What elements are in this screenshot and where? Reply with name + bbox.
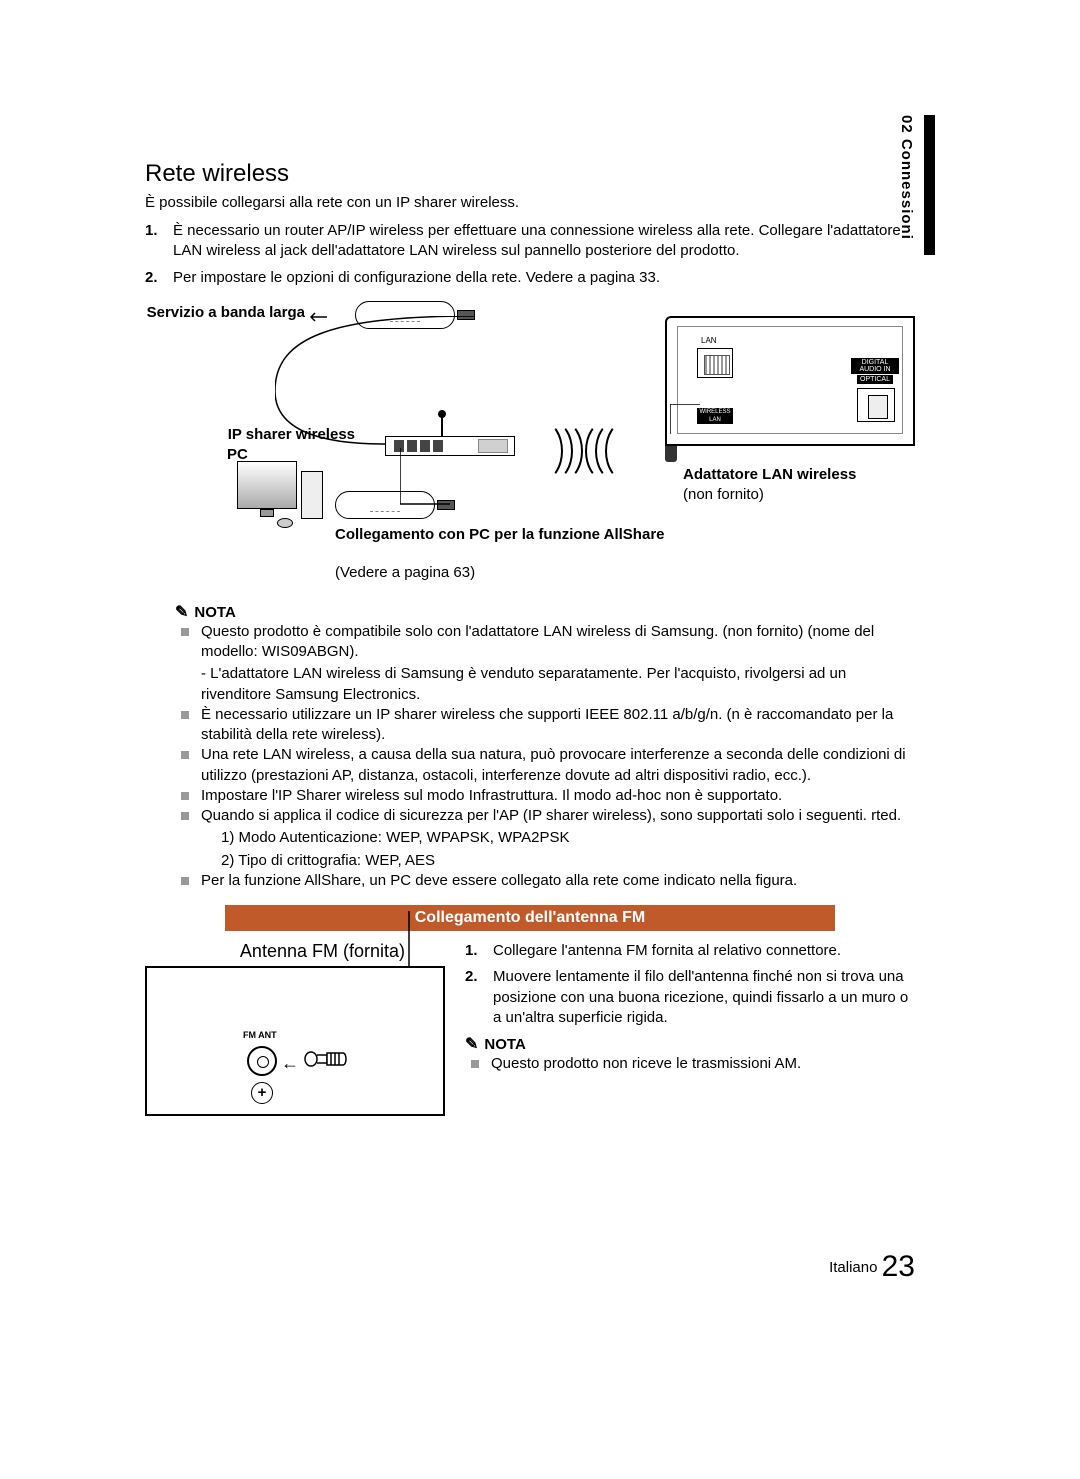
- step-num: 2.: [465, 967, 487, 987]
- fm-nota-heading: NOTA: [465, 1034, 915, 1054]
- note-item: Quando si applica il codice di sicurezza…: [201, 806, 915, 871]
- router-antenna-icon: [441, 414, 443, 438]
- step-num: 2.: [145, 268, 167, 288]
- section-fm-antenna: Collegamento dell'antenna FM: [225, 905, 835, 931]
- label-allshare: Collegamento con PC per la funzione AllS…: [335, 526, 665, 543]
- side-marker: [924, 115, 935, 255]
- label-lan: LAN: [701, 336, 717, 345]
- footer-lang: Italiano: [829, 1259, 877, 1276]
- step-text: È necessario un router AP/IP wireless pe…: [173, 222, 901, 259]
- note-text: Per la funzione AllShare, un PC deve ess…: [201, 872, 797, 889]
- label-optical: OPTICAL: [857, 375, 893, 384]
- notes-list: Questo prodotto è compatibile solo con l…: [145, 622, 915, 891]
- step-num: 1.: [465, 941, 487, 961]
- page-footer: Italiano 23: [0, 1250, 1080, 1284]
- heading-wireless: Rete wireless: [145, 160, 915, 188]
- fm-step-1: 1.Collegare l'antenna FM fornita al rela…: [493, 941, 915, 961]
- fm-port-label: FM ANT: [243, 1030, 277, 1040]
- fm-jack-icon: [303, 1050, 349, 1068]
- note-text: Questo prodotto è compatibile solo con l…: [201, 623, 874, 660]
- intro-text: È possibile collegarsi alla rete con un …: [145, 194, 915, 211]
- step-text: Collegare l'antenna FM fornita al relati…: [493, 942, 841, 959]
- note-num: 1) Modo Autenticazione: WEP, WPAPSK, WPA…: [201, 828, 915, 848]
- fm-note-item: Questo prodotto non riceve le trasmissio…: [491, 1054, 915, 1074]
- note-item: Una rete LAN wireless, a causa della sua…: [201, 745, 915, 786]
- fm-arrow-icon: ←: [281, 1053, 299, 1074]
- note-item: Impostare l'IP Sharer wireless sul modo …: [201, 786, 915, 806]
- mouse-icon: [277, 518, 293, 528]
- footer-page: 23: [882, 1250, 915, 1283]
- fm-step-2: 2.Muovere lentamente il filo dell'antenn…: [493, 967, 915, 1028]
- fm-plus-icon: +: [251, 1082, 273, 1104]
- note-text: Una rete LAN wireless, a causa della sua…: [201, 746, 906, 783]
- fm-note-text: Questo prodotto non riceve le trasmissio…: [491, 1055, 801, 1072]
- note-sub: - L'adattatore LAN wireless di Samsung è…: [201, 664, 915, 705]
- wireless-diagram: Servizio a banda larga IP sharer wireles…: [145, 296, 915, 596]
- pc-monitor-icon: [237, 461, 297, 509]
- optical-port-icon: [857, 388, 895, 422]
- fm-steps: 1. Collegare l'antenna FM fornita al rela…: [465, 941, 915, 1028]
- step-text: Per impostare le opzioni di configurazio…: [173, 269, 660, 286]
- note-text: È necessario utilizzare un IP sharer wir…: [201, 706, 893, 743]
- note-item: È necessario utilizzare un IP sharer wir…: [201, 705, 915, 746]
- step-num: 1.: [145, 221, 167, 241]
- note-item: Per la funzione AllShare, un PC deve ess…: [201, 871, 915, 891]
- label-ipsharer: IP sharer wireless: [195, 426, 355, 443]
- label-allshare-page: (Vedere a pagina 63): [335, 564, 475, 581]
- label-digital: DIGITAL AUDIO IN: [851, 358, 899, 374]
- note-text: Impostare l'IP Sharer wireless sul modo …: [201, 787, 782, 804]
- step-2: 2.Per impostare le opzioni di configuraz…: [173, 268, 915, 288]
- lan-port-icon: [697, 348, 733, 378]
- setup-steps: 1. È necessario un router AP/IP wireless …: [145, 221, 915, 288]
- step-1: 1.È necessario un router AP/IP wireless …: [173, 221, 915, 262]
- note-item: Questo prodotto è compatibile solo con l…: [201, 622, 915, 705]
- note-text: Quando si applica il codice di sicurezza…: [201, 807, 901, 824]
- label-adapter-note: (non fornito): [683, 486, 764, 503]
- step-text: Muovere lentamente il filo dell'antenna …: [493, 968, 908, 1026]
- note-num: 2) Tipo di crittografia: WEP, AES: [201, 851, 915, 871]
- fm-notes-list: Questo prodotto non riceve le trasmissio…: [465, 1054, 915, 1074]
- fm-panel: FM ANT + ←: [145, 966, 445, 1116]
- nota-heading: NOTA: [145, 602, 915, 622]
- label-adapter: Adattatore LAN wireless: [683, 466, 856, 483]
- fm-diagram: Antenna FM (fornita) FM ANT + ←: [145, 941, 445, 1116]
- pc-tower-icon: [301, 471, 323, 519]
- fm-port-icon: [247, 1046, 277, 1076]
- pc-stand-icon: [260, 509, 274, 517]
